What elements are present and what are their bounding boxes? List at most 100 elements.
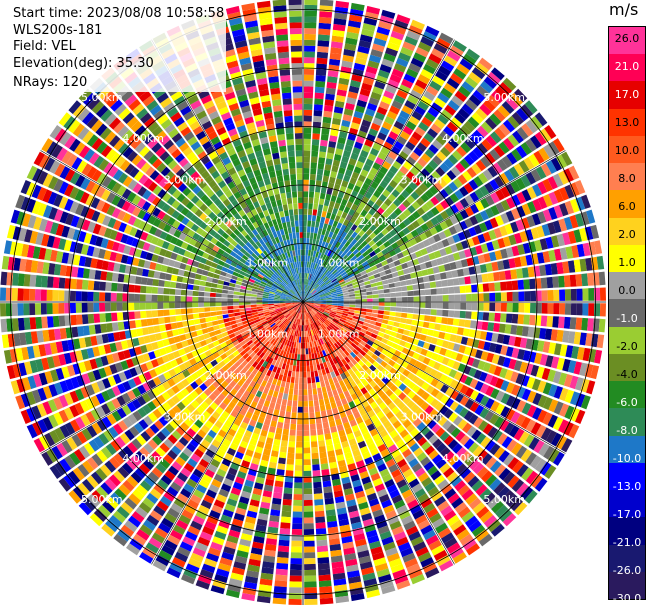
ray-gate [468,367,477,378]
ray-gate [29,288,36,301]
ray-gate [489,375,499,387]
ray-gate [322,392,329,399]
ray-gate [385,136,396,146]
ray-gate [521,203,532,216]
ray-gate [489,131,502,144]
ray-gate [576,243,585,257]
ray-gate [334,263,340,269]
ray-gate [303,115,312,122]
ray-gate [397,270,405,276]
ray-gate [485,117,498,130]
ray-gate [594,240,603,255]
ray-gate [347,221,354,229]
ray-gate [303,401,308,407]
ray-gate [250,294,257,297]
ray-gate [361,273,369,279]
ray-gate [326,299,333,301]
ray-gate [387,402,397,411]
ray-gate [293,394,298,401]
ray-gate [446,50,461,62]
ray-gate [353,339,360,346]
ray-gate [303,360,307,367]
ray-gate [104,292,111,302]
ray-gate [521,217,530,229]
ray-gate [397,328,405,334]
ray-gate [485,135,497,148]
ray-gate [354,362,362,370]
ray-gate [478,172,489,184]
ray-gate [367,271,374,277]
ray-gate [517,244,526,255]
ray-gate [399,130,411,141]
ray-gate [262,304,269,307]
ray-gate [424,308,431,315]
ray-gate [319,294,326,298]
ray-gate [318,393,324,400]
ray-gate [435,213,444,223]
ray-gate [319,307,326,311]
ray-gate [541,223,551,237]
ray-gate [433,345,442,354]
ray-gate [310,280,314,287]
ray-gate [394,350,402,357]
ray-gate [157,287,164,295]
ray-gate [466,167,477,178]
ray-gate [282,504,292,512]
ray-gate [506,302,513,313]
ray-gate [338,217,345,224]
ray-gate [563,216,573,230]
ray-gate [449,379,459,389]
ray-gate [276,397,282,405]
ray-gate [472,129,485,142]
ray-gate [483,341,491,351]
ray-gate [494,282,501,292]
ray-gate [359,34,373,43]
ray-gate [546,276,554,289]
ray-gate [304,278,306,285]
ray-gate [427,107,440,118]
ray-gate [410,403,420,413]
ray-gate [0,271,8,286]
ray-gate [451,326,459,334]
ray-gate [357,279,364,284]
ray-gate [360,240,368,248]
ray-gate [303,366,307,372]
ray-gate [325,87,336,95]
ray-gate [516,325,524,336]
ray-gate [516,386,526,399]
ray-gate [320,139,328,147]
ray-gate [459,125,472,137]
ray-gate [277,545,290,553]
ray-gate [323,110,333,118]
ray-gate [58,315,66,327]
ray-gate [332,269,338,275]
ray-gate [296,360,300,366]
ray-gate [547,414,558,428]
ray-gate [317,34,330,42]
ray-gate [388,316,395,321]
ray-gate [372,361,380,368]
ray-gate [548,399,559,413]
ray-gate [379,180,389,189]
ray-gate [476,125,489,138]
ray-gate [348,261,355,268]
ray-gate [377,310,385,315]
ray-gate [365,312,372,317]
ray-gate [381,95,393,105]
ray-gate [521,388,532,401]
ray-gate [527,201,537,214]
ray-gate [514,88,528,103]
ray-gate [420,348,428,356]
ray-gate [452,278,460,286]
ray-gate [308,249,311,256]
ray-gate [367,298,373,302]
ray-gate [410,325,417,332]
ray-gate [303,290,306,297]
ray-gate [306,261,310,268]
ray-gate [521,467,534,481]
ray-gate [417,74,431,85]
ray-gate [346,316,353,321]
ray-gate [357,45,370,54]
ray-gate [399,352,407,360]
ray-gate [310,168,317,175]
